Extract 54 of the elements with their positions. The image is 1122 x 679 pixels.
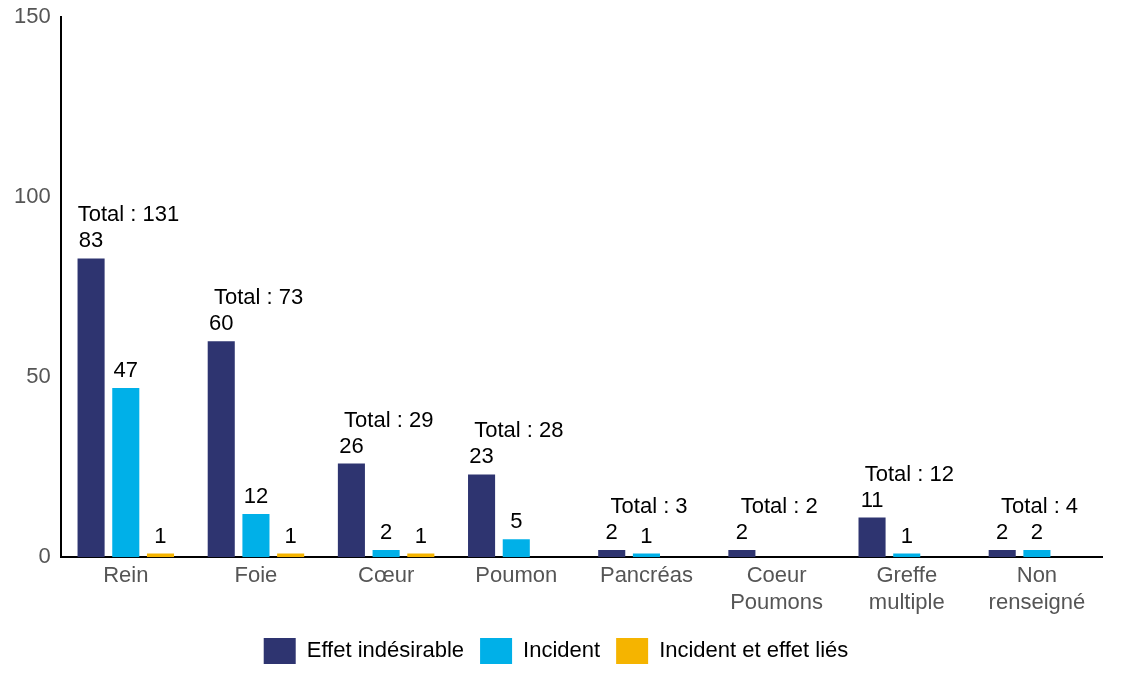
- x-tick-label: Non renseigné: [988, 562, 1086, 614]
- x-tick-label: Poumon: [475, 562, 558, 588]
- data-label: 11: [860, 486, 884, 512]
- bar: [988, 550, 1016, 558]
- data-label: 60: [209, 310, 234, 336]
- data-label: 2: [996, 519, 1009, 545]
- data-label: 83: [78, 227, 104, 253]
- x-tick-label: Foie: [234, 562, 278, 588]
- total-label: Total : 12: [864, 460, 955, 486]
- y-tick-label: 0: [38, 543, 51, 569]
- bar: [858, 517, 886, 558]
- data-label: 2: [1030, 519, 1044, 545]
- legend-label: Incident: [523, 637, 601, 663]
- total-label: Total : 29: [344, 406, 434, 432]
- bar: [337, 463, 365, 558]
- x-tick-label: Pancréas: [599, 562, 693, 588]
- x-tick-label: Greffe multiple: [868, 562, 945, 614]
- bar: [728, 550, 756, 558]
- total-label: Total : 4: [1001, 493, 1079, 519]
- bar: [1023, 550, 1051, 558]
- total-label: Total : 28: [474, 417, 564, 443]
- data-label: 1: [414, 522, 427, 548]
- data-label: 47: [113, 357, 139, 383]
- data-label: 2: [605, 519, 618, 545]
- total-label: Total : 2: [740, 493, 818, 519]
- bar: [502, 539, 530, 558]
- y-tick-label: 50: [26, 363, 51, 389]
- data-label: 23: [469, 443, 494, 469]
- x-tick-label: Cœur: [358, 562, 415, 588]
- total-label: Total : 131: [77, 201, 180, 227]
- data-label: 1: [154, 522, 167, 548]
- bar: [207, 341, 235, 558]
- bar: [112, 388, 140, 558]
- x-tick-label: Coeur Poumons: [730, 562, 824, 614]
- bar: [468, 474, 496, 558]
- y-tick-label: 100: [13, 183, 51, 209]
- data-label: 5: [510, 508, 523, 534]
- data-label: 2: [735, 519, 749, 545]
- legend-label: Incident et effet liés: [659, 637, 849, 663]
- bar: [372, 550, 400, 558]
- bar: [598, 550, 626, 558]
- x-tick-label: Rein: [103, 562, 149, 588]
- bar: [242, 514, 270, 558]
- data-label: 2: [379, 519, 393, 545]
- bar: [77, 258, 105, 558]
- total-label: Total : 3: [610, 493, 688, 519]
- data-label: 1: [284, 522, 297, 548]
- data-label: 12: [243, 483, 269, 509]
- data-label: 1: [640, 522, 653, 548]
- data-label: 26: [339, 432, 364, 458]
- total-label: Total : 73: [213, 284, 304, 310]
- y-tick-label: 150: [13, 3, 51, 29]
- data-label: 1: [900, 522, 913, 548]
- legend-label: Effet indésirable: [306, 637, 465, 663]
